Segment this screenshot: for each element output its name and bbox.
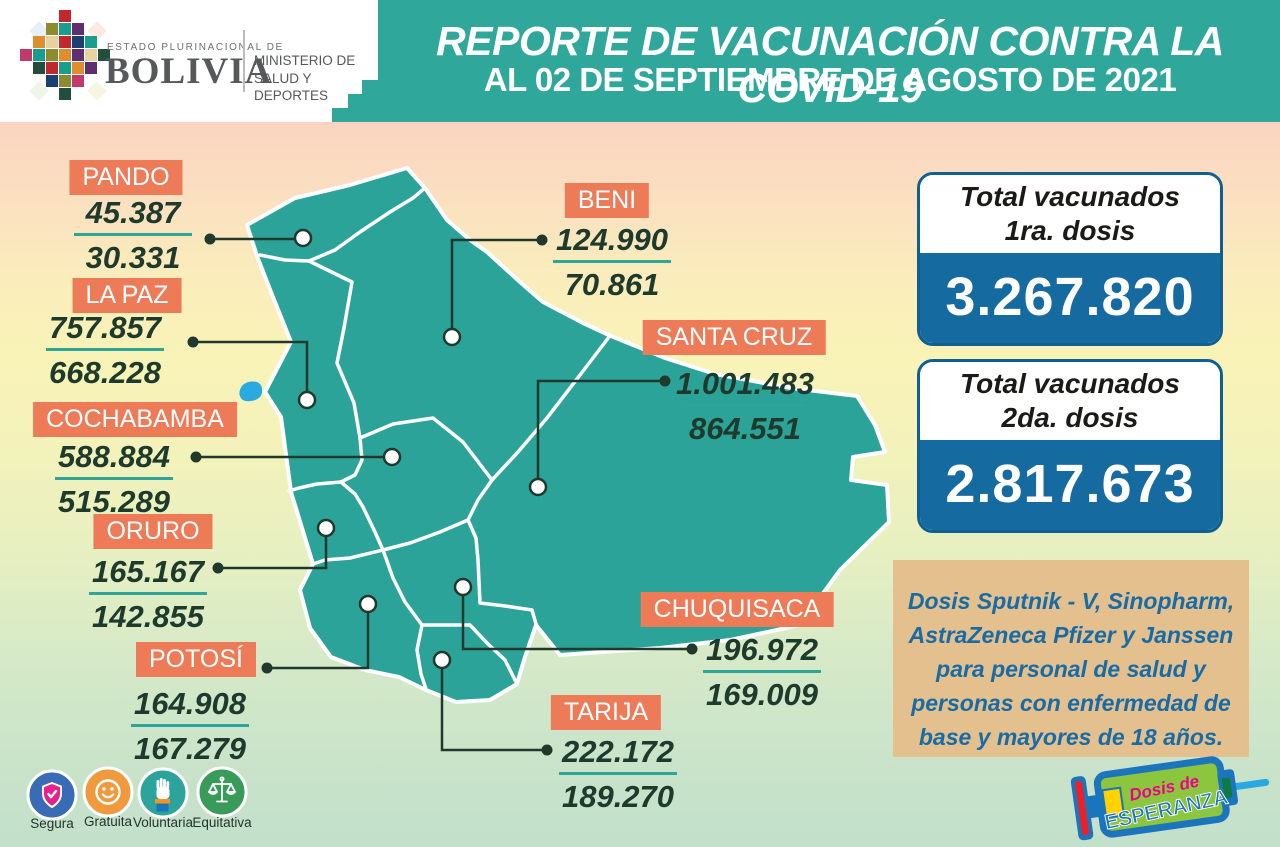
- map-marker-santa-cruz: [528, 477, 548, 497]
- bolivia-chakana-logo-icon: [20, 10, 110, 101]
- dose-divider: [55, 477, 173, 480]
- dept-doses: 124.990 70.861: [553, 224, 671, 300]
- dept-label: LA PAZ: [72, 278, 182, 313]
- dose1-value: 164.908: [133, 686, 247, 721]
- poster-title: REPORTE DE VACUNACIÓN CONTRA LA COVID-19: [436, 18, 1224, 111]
- dose1-value: 757.857: [48, 310, 162, 345]
- total-first-dose-value: 3.267.820: [920, 253, 1220, 343]
- bolivia-wordmark: BOLIVIA: [105, 51, 273, 92]
- principle-label-segura: Segura: [30, 816, 74, 831]
- dose-divider: [553, 260, 671, 263]
- vaccine-note-panel: Dosis Sputnik - V, Sinopharm, AstraZenec…: [893, 560, 1249, 757]
- dose-divider: [559, 772, 677, 775]
- total-first-dose-label: Total vacunados 1ra. dosis: [920, 175, 1220, 253]
- dose2-value: 668.228: [48, 355, 162, 390]
- map-marker-chuquisaca: [453, 577, 473, 597]
- connector-dots: [187, 233, 698, 756]
- dose-divider: [703, 670, 821, 673]
- map-markers: [293, 228, 548, 670]
- dose2-value: 515.289: [57, 484, 171, 519]
- smiley-icon: [82, 766, 134, 818]
- dose-divider: [685, 404, 804, 407]
- dept-doses: 222.172 189.270: [559, 736, 677, 812]
- dose2-value: 189.270: [561, 779, 675, 814]
- dept-label: SANTA CRUZ: [642, 320, 826, 355]
- dose-divider: [89, 592, 207, 595]
- dose2-value: 864.551: [688, 411, 802, 446]
- dept-label: CHUQUISACA: [640, 592, 834, 627]
- dose2-value: 30.331: [85, 240, 181, 275]
- dose1-value: 165.167: [91, 554, 205, 589]
- map-marker-potosi: [358, 594, 378, 614]
- dose-divider: [74, 233, 192, 236]
- header-logo-box: ESTADO PLURINACIONAL DE BOLIVIA MINISTER…: [0, 0, 378, 122]
- raised-hand-icon: [137, 767, 189, 819]
- map-marker-cochabamba: [382, 447, 402, 467]
- map-marker-beni: [442, 327, 462, 347]
- dept-doses: 588.884 515.289: [55, 441, 173, 517]
- dose1-value: 45.387: [85, 195, 181, 230]
- dose2-value: 167.279: [133, 731, 247, 766]
- dose1-value: 588.884: [57, 439, 171, 474]
- ministry-label: MINISTERIO DE SALUD Y DEPORTES: [254, 53, 356, 103]
- header-divider: [243, 30, 245, 92]
- dosis-de-esperanza-syringe-badge: Dosis de ESPERANZA: [1070, 756, 1270, 841]
- dose-divider: [131, 724, 249, 727]
- lake-titicaca-icon: [239, 381, 263, 402]
- total-second-dose-panel: Total vacunados 2da. dosis 2.817.673: [917, 359, 1223, 533]
- total-first-dose-panel: Total vacunados 1ra. dosis 3.267.820: [917, 172, 1223, 346]
- connector-lines: [193, 237, 692, 752]
- dept-label: PANDO: [69, 160, 183, 195]
- total-second-dose-value: 2.817.673: [920, 440, 1220, 530]
- principle-label-gratuita: Gratuita: [83, 814, 133, 829]
- total-second-dose-label: Total vacunados 2da. dosis: [920, 362, 1220, 440]
- dose1-value: 196.972: [705, 632, 819, 667]
- dept-label: POTOSÍ: [135, 642, 257, 677]
- map-marker-la-paz: [297, 390, 317, 410]
- dept-label: TARIJA: [550, 695, 662, 730]
- dept-doses: 196.972 169.009: [703, 634, 821, 710]
- dept-doses: 164.908 167.279: [131, 688, 249, 764]
- dept-label: COCHABAMBA: [33, 402, 237, 437]
- shield-check-icon: [26, 769, 78, 821]
- dept-doses: 165.167 142.855: [89, 556, 207, 632]
- dept-doses: 45.387 30.331: [74, 197, 192, 273]
- dose2-value: 142.855: [91, 599, 205, 634]
- dose1-value: 124.990: [555, 222, 669, 257]
- map-marker-pando: [293, 228, 313, 248]
- dose1-value: 222.172: [561, 734, 675, 769]
- dose2-value: 169.009: [705, 677, 819, 712]
- dept-doses: 1.001.483 864.551: [676, 368, 814, 444]
- balance-scale-icon: [196, 766, 248, 818]
- map-marker-oruro: [316, 518, 336, 538]
- dept-label: ORURO: [93, 514, 213, 549]
- dept-label: BENI: [564, 183, 650, 218]
- dept-doses: 757.857 668.228: [46, 312, 164, 388]
- dose1-value: 1.001.483: [676, 366, 814, 401]
- estado-plurinacional-label: ESTADO PLURINACIONAL DE: [107, 42, 284, 53]
- dose2-value: 70.861: [564, 267, 660, 302]
- poster-subtitle-date: AL 02 DE SEPTIEMBRE DE AGOSTO DE 2021: [483, 61, 1177, 98]
- map-marker-tarija: [432, 650, 452, 670]
- principle-label-voluntaria: Voluntaria: [132, 815, 194, 830]
- dose-divider: [46, 348, 164, 351]
- principle-label-equitativa: Equitativa: [192, 815, 252, 830]
